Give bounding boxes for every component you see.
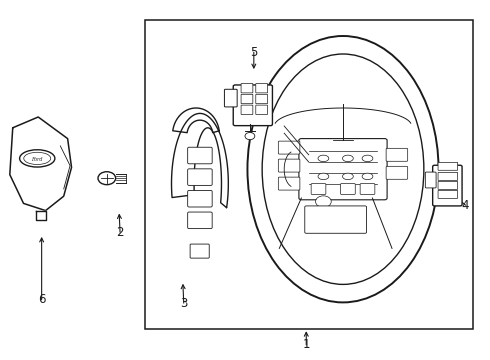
FancyBboxPatch shape bbox=[188, 190, 212, 207]
FancyBboxPatch shape bbox=[188, 147, 212, 164]
FancyBboxPatch shape bbox=[256, 84, 268, 93]
FancyBboxPatch shape bbox=[386, 148, 408, 161]
Ellipse shape bbox=[262, 54, 424, 284]
Ellipse shape bbox=[318, 173, 329, 180]
Ellipse shape bbox=[362, 173, 373, 180]
FancyBboxPatch shape bbox=[190, 244, 209, 258]
Polygon shape bbox=[172, 113, 228, 208]
Ellipse shape bbox=[20, 150, 55, 167]
Circle shape bbox=[98, 172, 116, 185]
FancyBboxPatch shape bbox=[438, 172, 458, 180]
Ellipse shape bbox=[362, 155, 373, 162]
FancyBboxPatch shape bbox=[438, 162, 458, 170]
Text: 3: 3 bbox=[180, 297, 188, 310]
FancyBboxPatch shape bbox=[278, 141, 300, 154]
Ellipse shape bbox=[247, 36, 439, 302]
Circle shape bbox=[316, 196, 331, 207]
FancyBboxPatch shape bbox=[433, 165, 462, 206]
Bar bbox=[145, 20, 473, 329]
Ellipse shape bbox=[24, 152, 51, 165]
FancyBboxPatch shape bbox=[425, 172, 436, 188]
FancyBboxPatch shape bbox=[241, 94, 253, 104]
FancyBboxPatch shape bbox=[241, 84, 253, 93]
FancyBboxPatch shape bbox=[386, 166, 408, 179]
FancyBboxPatch shape bbox=[278, 159, 300, 172]
Polygon shape bbox=[10, 117, 72, 211]
Circle shape bbox=[245, 132, 255, 140]
FancyBboxPatch shape bbox=[241, 105, 253, 114]
FancyBboxPatch shape bbox=[188, 169, 212, 185]
Ellipse shape bbox=[343, 155, 353, 162]
FancyBboxPatch shape bbox=[233, 85, 272, 126]
Text: 4: 4 bbox=[462, 199, 469, 212]
Text: Ford: Ford bbox=[31, 157, 43, 162]
Text: 1: 1 bbox=[302, 338, 310, 351]
FancyBboxPatch shape bbox=[188, 212, 212, 229]
FancyBboxPatch shape bbox=[438, 190, 458, 198]
FancyBboxPatch shape bbox=[256, 94, 268, 104]
FancyBboxPatch shape bbox=[256, 105, 268, 114]
FancyBboxPatch shape bbox=[438, 181, 458, 189]
FancyBboxPatch shape bbox=[360, 184, 375, 194]
Text: 5: 5 bbox=[250, 46, 258, 59]
FancyBboxPatch shape bbox=[278, 177, 300, 190]
Text: 6: 6 bbox=[38, 293, 46, 306]
FancyBboxPatch shape bbox=[341, 184, 355, 194]
Polygon shape bbox=[173, 108, 219, 133]
FancyBboxPatch shape bbox=[224, 89, 237, 107]
FancyBboxPatch shape bbox=[305, 206, 367, 233]
Ellipse shape bbox=[343, 173, 353, 180]
Polygon shape bbox=[36, 211, 46, 220]
FancyBboxPatch shape bbox=[311, 184, 326, 194]
FancyBboxPatch shape bbox=[299, 139, 387, 200]
Text: 2: 2 bbox=[116, 226, 124, 239]
Ellipse shape bbox=[318, 155, 329, 162]
